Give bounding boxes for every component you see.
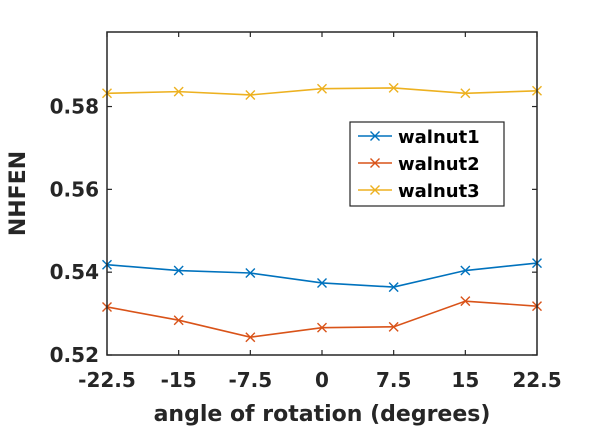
x-tick-label: 0 — [315, 368, 329, 392]
data-point-walnut2-5 — [460, 296, 471, 307]
data-point-walnut3-2 — [245, 89, 256, 100]
series-walnut2 — [102, 296, 542, 343]
x-tick-label: -15 — [161, 368, 197, 392]
data-point-walnut3-1 — [173, 86, 184, 97]
legend-label: walnut3 — [398, 181, 480, 202]
series-layer — [102, 82, 542, 343]
legend-label: walnut2 — [398, 154, 480, 175]
data-point-walnut3-4 — [388, 82, 399, 93]
legend-swatch-marker — [370, 131, 380, 141]
data-point-walnut1-2 — [245, 268, 256, 279]
y-tick-label: 0.58 — [50, 95, 99, 119]
data-point-walnut1-3 — [317, 277, 327, 288]
x-tick-label: 22.5 — [512, 368, 561, 392]
axes-layer: -22.5 -15 -7.5 0 7.5 15 22.5 0.52 0.54 0.56 0.58 — [50, 31, 562, 392]
legend-entry-walnut1: walnut1 — [358, 127, 480, 148]
data-point-walnut2-2 — [245, 332, 256, 343]
x-tick-label: 15 — [451, 368, 479, 392]
legend-entry-walnut2: walnut2 — [358, 154, 480, 175]
data-point-walnut2-4 — [388, 321, 399, 332]
data-point-walnut1-4 — [388, 282, 399, 293]
x-axis-label: angle of rotation (degrees) — [154, 402, 491, 427]
x-tick-label: 7.5 — [376, 368, 411, 392]
y-axis-label: NHFEN — [6, 151, 31, 236]
y-tick-label: 0.56 — [50, 177, 99, 201]
data-point-walnut2-3 — [317, 322, 327, 333]
data-point-walnut3-5 — [460, 88, 471, 99]
x-tick-label: -22.5 — [78, 368, 136, 392]
legend: walnut1 walnut2 walnut3 — [349, 121, 505, 207]
data-point-walnut2-1 — [173, 315, 184, 326]
legend-swatch-marker — [370, 185, 380, 195]
y-tick-label: 0.52 — [50, 343, 99, 367]
series-walnut3 — [102, 82, 542, 100]
legend-label: walnut1 — [398, 127, 480, 148]
x-tick-label: -7.5 — [228, 368, 272, 392]
data-point-walnut1-5 — [460, 265, 471, 276]
y-tick-label: 0.54 — [50, 260, 99, 284]
data-point-walnut1-1 — [173, 265, 184, 276]
legend-entry-walnut3: walnut3 — [358, 181, 480, 202]
data-point-walnut3-3 — [317, 83, 327, 94]
legend-swatch-marker — [370, 158, 380, 168]
